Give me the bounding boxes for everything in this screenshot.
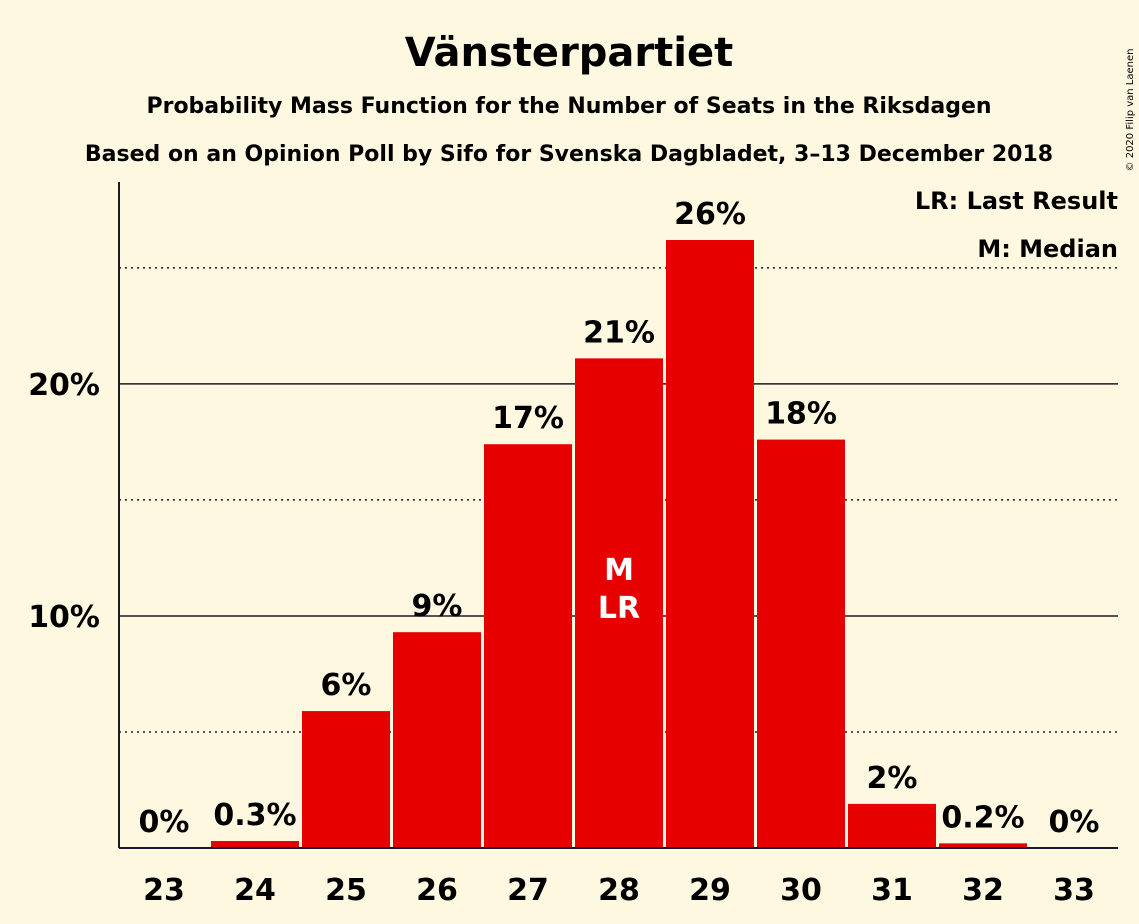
bar-32 — [939, 843, 1027, 848]
data-label-31: 2% — [867, 761, 918, 796]
chart-subtitle-1: Probability Mass Function for the Number… — [146, 94, 991, 119]
y-tick-20: 20% — [28, 368, 100, 403]
chart-title: Vänsterpartiet — [405, 30, 733, 76]
last-result-marker: LR — [598, 591, 640, 626]
x-tick-28: 28 — [598, 873, 640, 908]
data-label-28: 21% — [583, 315, 655, 350]
data-label-26: 9% — [412, 589, 463, 624]
bar-27 — [484, 444, 572, 848]
data-label-29: 26% — [674, 197, 746, 232]
x-tick-32: 32 — [962, 873, 1004, 908]
y-tick-10: 10% — [28, 600, 100, 635]
bar-28 — [575, 358, 663, 848]
data-label-27: 17% — [492, 401, 564, 436]
x-tick-31: 31 — [871, 873, 913, 908]
legend-last-result: LR: Last Result — [915, 187, 1118, 215]
axes — [118, 182, 1118, 849]
data-label-32: 0.2% — [941, 800, 1024, 835]
x-tick-23: 23 — [143, 873, 185, 908]
data-label-25: 6% — [321, 668, 372, 703]
data-label-30: 18% — [765, 397, 837, 432]
x-tick-30: 30 — [780, 873, 822, 908]
x-tick-26: 26 — [416, 873, 458, 908]
data-labels: 0% 0.3% 6% 9% 17% 21% MLR 26% 18% 2% 0.2% 0% — [139, 197, 1100, 840]
x-tick-33: 33 — [1053, 873, 1095, 908]
bar-25 — [302, 711, 390, 848]
x-tick-29: 29 — [689, 873, 731, 908]
bars — [211, 240, 1027, 849]
tick-labels: 23 24 25 26 27 28 29 30 31 32 33 10% 20% — [28, 368, 1095, 908]
bar-26 — [393, 632, 481, 848]
legend-median: M: Median — [977, 235, 1118, 263]
chart-subtitle-2: Based on an Opinion Poll by Sifo for Sve… — [85, 142, 1053, 167]
median-marker: M — [604, 553, 634, 588]
x-tick-25: 25 — [325, 873, 367, 908]
bar-31 — [848, 803, 936, 848]
x-tick-24: 24 — [234, 873, 276, 908]
bar-29 — [666, 240, 754, 849]
data-label-33: 0% — [1049, 805, 1100, 840]
data-label-24: 0.3% — [213, 798, 296, 833]
copyright-text: © 2020 Filip van Laenen — [1125, 49, 1136, 172]
bar-30 — [757, 439, 845, 848]
x-tick-27: 27 — [507, 873, 549, 908]
data-label-23: 0% — [139, 805, 190, 840]
bar-24 — [211, 841, 299, 848]
